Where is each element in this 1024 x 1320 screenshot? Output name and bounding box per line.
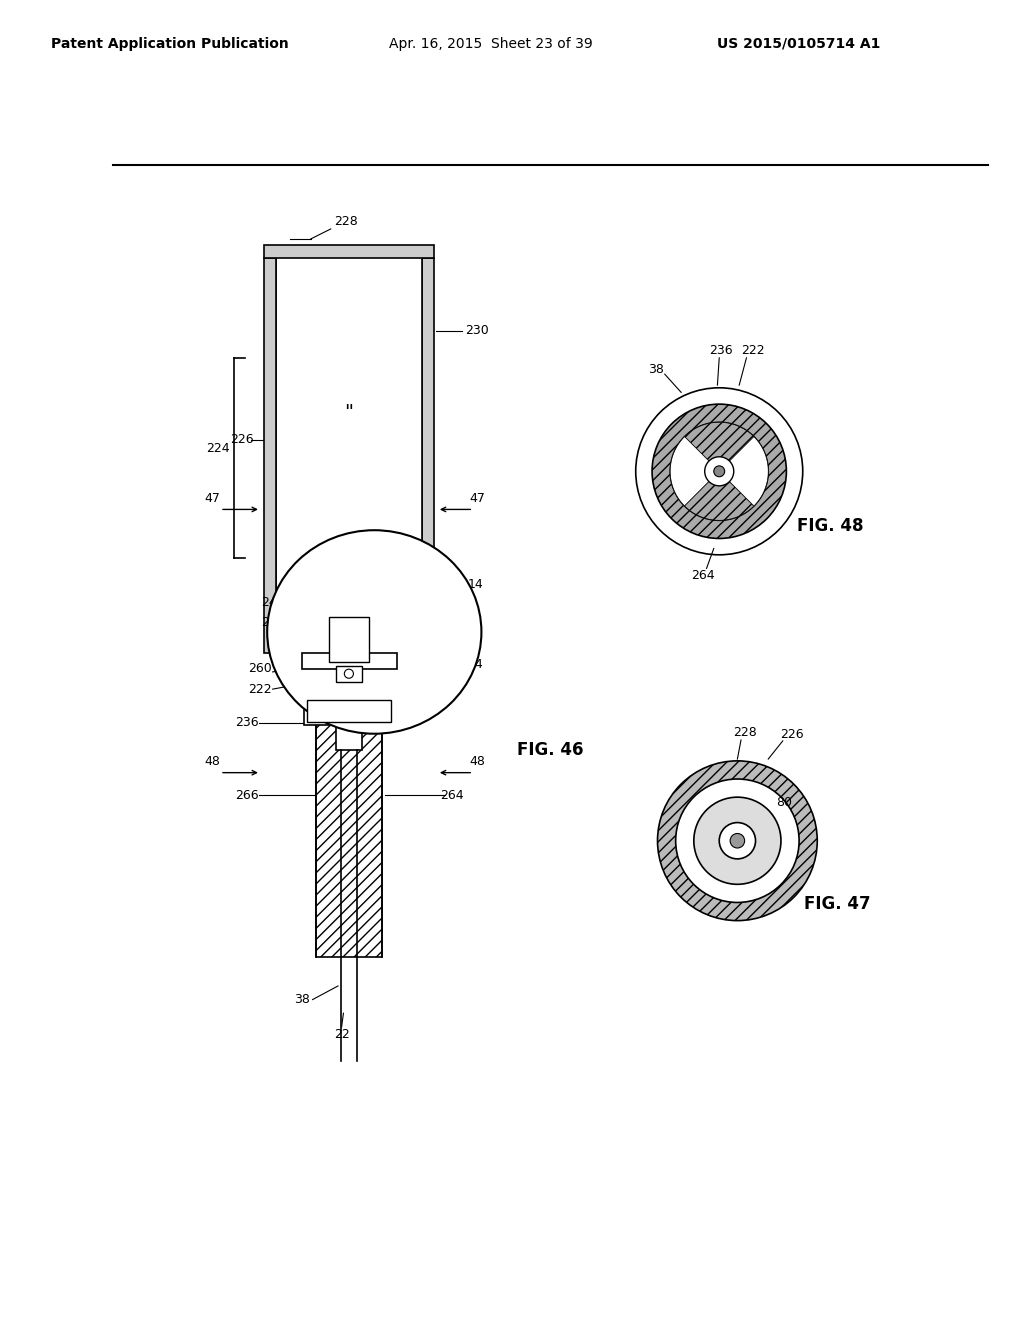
Text: 80: 80	[776, 796, 793, 809]
Text: ": "	[346, 631, 352, 645]
Text: ": "	[344, 403, 353, 422]
Text: 22: 22	[334, 1027, 349, 1040]
Text: 48: 48	[470, 755, 485, 768]
Text: 224: 224	[207, 442, 230, 455]
Text: 228: 228	[334, 215, 358, 228]
Text: Patent Application Publication: Patent Application Publication	[51, 37, 289, 50]
Ellipse shape	[267, 531, 481, 734]
Circle shape	[344, 669, 353, 678]
Text: 264: 264	[691, 569, 715, 582]
Polygon shape	[685, 422, 754, 471]
Bar	[307, 700, 390, 722]
Text: 14: 14	[468, 659, 484, 671]
Circle shape	[652, 404, 786, 539]
Text: 38: 38	[294, 993, 309, 1006]
Circle shape	[636, 388, 803, 554]
Text: 230: 230	[465, 325, 488, 337]
Bar	[316, 653, 382, 957]
Text: ": "	[346, 704, 352, 718]
Text: 236: 236	[236, 717, 259, 729]
Bar	[263, 246, 434, 257]
Text: 220: 220	[261, 616, 285, 630]
Circle shape	[671, 422, 768, 520]
Text: 264: 264	[439, 789, 463, 801]
Text: 222: 222	[741, 345, 765, 358]
Text: Apr. 16, 2015  Sheet 23 of 39: Apr. 16, 2015 Sheet 23 of 39	[389, 37, 593, 50]
Circle shape	[730, 833, 744, 847]
Circle shape	[676, 779, 799, 903]
Text: 38: 38	[648, 363, 664, 376]
Bar	[336, 725, 361, 750]
Circle shape	[705, 457, 734, 486]
Polygon shape	[685, 471, 754, 520]
Text: 48: 48	[205, 755, 221, 768]
Text: 80: 80	[418, 549, 434, 562]
Circle shape	[719, 822, 756, 859]
Text: 232: 232	[393, 549, 417, 562]
Bar	[422, 257, 434, 653]
Text: FIG. 48: FIG. 48	[797, 516, 863, 535]
Bar	[304, 639, 393, 669]
Text: 226: 226	[230, 433, 254, 446]
Polygon shape	[719, 437, 768, 506]
Text: 244: 244	[437, 640, 461, 653]
Text: 47: 47	[470, 492, 485, 506]
Text: 14: 14	[468, 578, 484, 591]
Text: 234: 234	[437, 591, 461, 605]
Bar	[263, 257, 276, 653]
Circle shape	[657, 760, 817, 920]
Text: 226: 226	[780, 729, 804, 741]
Text: 240: 240	[261, 597, 285, 610]
Bar	[302, 653, 397, 669]
Bar	[329, 616, 369, 661]
Bar	[336, 665, 361, 682]
Bar	[304, 694, 393, 725]
Text: FIG. 47: FIG. 47	[804, 895, 870, 913]
Text: 228: 228	[733, 726, 757, 739]
Circle shape	[714, 466, 725, 477]
Text: US 2015/0105714 A1: US 2015/0105714 A1	[717, 37, 881, 50]
Polygon shape	[671, 437, 719, 506]
Circle shape	[694, 797, 781, 884]
Text: 222: 222	[248, 682, 271, 696]
Text: FIG. 46: FIG. 46	[517, 741, 584, 759]
Text: 260: 260	[248, 661, 271, 675]
Text: 47: 47	[205, 492, 221, 506]
Text: 266: 266	[236, 789, 259, 801]
Text: 236: 236	[710, 345, 733, 358]
Text: ": "	[699, 459, 707, 474]
Bar	[325, 669, 375, 694]
Bar	[276, 257, 422, 653]
